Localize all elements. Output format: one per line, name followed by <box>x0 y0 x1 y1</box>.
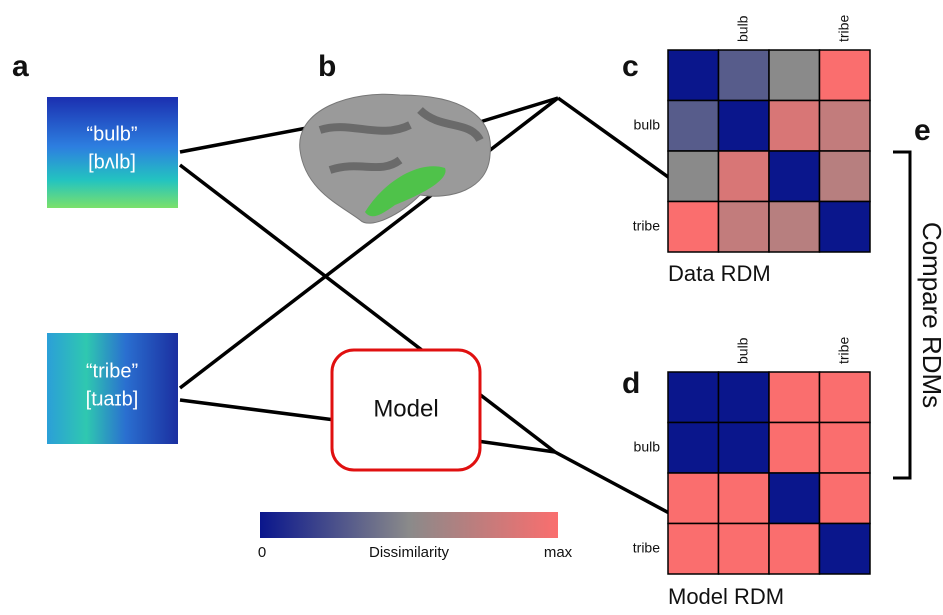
rdm-cell <box>719 372 770 423</box>
rdm-cell <box>668 202 719 253</box>
panel-label: e <box>914 114 931 147</box>
rdm-cell <box>820 50 871 101</box>
rdm-cell <box>820 423 871 474</box>
row-label: bulb <box>634 438 661 454</box>
model-label: Model <box>373 395 438 422</box>
rdm-cell <box>820 202 871 253</box>
rdm-cell <box>668 151 719 202</box>
rdm-cell <box>668 101 719 152</box>
colorbar <box>260 512 558 538</box>
rdm-cell <box>820 524 871 575</box>
rdm-cell <box>769 372 820 423</box>
rdm-cell <box>668 473 719 524</box>
panel-label: d <box>622 367 640 400</box>
panel-label: b <box>318 50 336 83</box>
panel-label: c <box>622 50 639 83</box>
rdm-cell <box>668 524 719 575</box>
colorbar-max: max <box>544 544 573 561</box>
rdm-cell <box>769 524 820 575</box>
rdm-cell <box>668 372 719 423</box>
row-label: tribe <box>633 539 660 555</box>
rdm-cell <box>719 50 770 101</box>
rdm-cell <box>719 473 770 524</box>
stimulus-word: “bulb” <box>86 123 137 145</box>
row-label: tribe <box>633 217 660 233</box>
col-label: tribe <box>835 15 851 42</box>
rdm-cell <box>769 50 820 101</box>
rdm-cell <box>769 101 820 152</box>
rdm-cell <box>719 151 770 202</box>
rdm-cell <box>820 372 871 423</box>
matrix-title: Model RDM <box>668 584 784 609</box>
brain <box>300 94 491 223</box>
col-label: bulb <box>734 15 750 42</box>
col-label: tribe <box>835 337 851 364</box>
rdm-cell <box>719 101 770 152</box>
rdm-cell <box>668 50 719 101</box>
colorbar-title: Dissimilarity <box>369 544 449 561</box>
figure: a b c d e “bulb” [bʌlb] “tribe” [tɹaɪb] … <box>0 0 943 610</box>
rdm-cell <box>769 423 820 474</box>
rdm-cell <box>668 423 719 474</box>
stimulus-word: “tribe” <box>86 360 138 382</box>
compare-label: Compare RDMs <box>917 222 943 408</box>
rdm-cell <box>769 473 820 524</box>
colorbar-min: 0 <box>258 544 266 561</box>
rdm-cell <box>769 202 820 253</box>
row-label: bulb <box>634 116 661 132</box>
stimulus-phonetic: [tɹaɪb] <box>86 388 139 410</box>
panel-label: a <box>12 50 29 83</box>
stimulus-phonetic: [bʌlb] <box>88 151 136 173</box>
rdm-cell <box>719 524 770 575</box>
bracket <box>893 152 910 478</box>
rdm-cell <box>719 423 770 474</box>
rdm-cell <box>769 151 820 202</box>
matrix-title: Data RDM <box>668 261 771 286</box>
rdm-cell <box>820 101 871 152</box>
rdm-cell <box>820 151 871 202</box>
rdm-cell <box>719 202 770 253</box>
col-label: bulb <box>734 337 750 364</box>
rdm-cell <box>820 473 871 524</box>
